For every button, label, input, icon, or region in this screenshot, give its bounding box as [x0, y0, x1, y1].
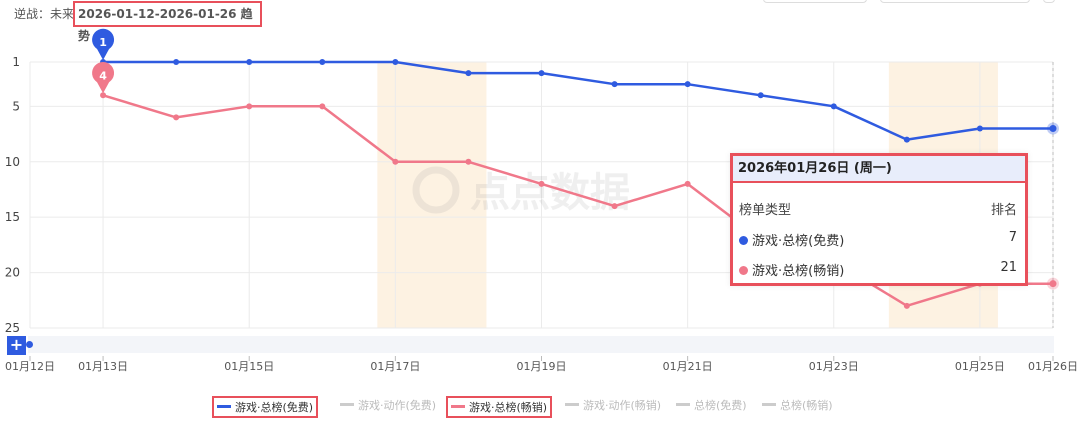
date-range-title: 2026-01-12-2026-01-26 趋势 [73, 1, 262, 43]
watermark-logo [412, 166, 460, 214]
tooltip-col-rank: 排名 [990, 203, 1017, 218]
pin-label: 1 [99, 36, 107, 49]
legend-item-free-overall[interactable]: 游戏·总榜(免费) [212, 396, 319, 418]
y-tick-label: 1 [12, 55, 20, 69]
data-point [465, 70, 472, 77]
watermark-text: 点点数据 [470, 170, 630, 216]
x-tick-label: 01月12日 [5, 360, 55, 373]
plus-icon[interactable]: + [7, 336, 26, 355]
x-tick-label: 01月17日 [370, 360, 420, 373]
y-tick-label: 5 [12, 99, 20, 113]
watermark: 点点数据 [412, 166, 630, 216]
legend-label: 总榜(畅销) [780, 399, 833, 412]
legend-label: 游戏·动作(畅销) [583, 399, 662, 412]
y-tick-label: 10 [5, 155, 20, 169]
pin-label: 4 [99, 69, 107, 82]
data-point [684, 81, 691, 88]
legend-item-free-action[interactable]: 游戏·动作(免费) [340, 396, 436, 418]
tooltip-row-name: 游戏·总榜(免费) [752, 234, 845, 249]
pin-shape [92, 28, 115, 60]
zoom-slider-handle[interactable] [26, 341, 33, 348]
legend-swatch [565, 403, 579, 406]
data-point [757, 92, 764, 99]
data-point [319, 59, 326, 65]
data-point [392, 59, 399, 65]
series-line [102, 94, 1053, 308]
tooltip-row: 游戏·总榜(畅销) 21 [739, 260, 1017, 279]
data-point [100, 92, 107, 99]
y-tick-label: 20 [5, 266, 20, 280]
y-tick-label: 25 [5, 321, 20, 335]
legend-swatch [340, 403, 354, 406]
series-dot-icon [739, 266, 748, 275]
data-point [684, 180, 691, 187]
data-point [392, 158, 399, 165]
data-point [173, 59, 180, 65]
legend-label: 游戏·动作(免费) [358, 399, 437, 412]
chart-header: 逆战：未来 2026-01-12-2026-01-26 趋势 [0, 0, 1078, 43]
tooltip-row-value: 21 [1000, 260, 1017, 275]
start-markers: 14 [92, 28, 115, 94]
data-point [830, 103, 837, 110]
legend-swatch [676, 403, 690, 406]
tooltip-col-type: 榜单类型 [739, 203, 792, 218]
legend-item-grossing-overall[interactable]: 游戏·总榜(畅销) [446, 396, 553, 418]
data-point [611, 81, 618, 88]
tooltip-title: 2026年01月26日 (周一) [731, 154, 1027, 183]
series-points [100, 59, 1059, 309]
series-lines [102, 60, 1053, 308]
x-tick-label: 01月23日 [809, 360, 859, 373]
legend-item-free-all[interactable]: 总榜(免费) [676, 396, 747, 418]
x-axis: 01月12日 01月13日 01月15日 01月17日 01月19日 01月21日 01月2… [5, 356, 1078, 373]
pin-shape [92, 62, 115, 94]
legend-label: 游戏·总榜(免费) [235, 401, 314, 414]
data-point [1049, 125, 1057, 132]
x-tick-label: 01月25日 [955, 360, 1005, 373]
y-tick-label: 15 [5, 210, 20, 224]
x-tick-label: 01月13日 [78, 360, 128, 373]
zoom-slider-track[interactable] [28, 336, 1054, 353]
tooltip-row-value: 7 [1008, 230, 1017, 245]
data-point [611, 203, 618, 210]
data-point [465, 158, 472, 165]
data-point [538, 180, 545, 187]
data-tooltip: 2026年01月26日 (周一) 榜单类型 排名 游戏·总榜(免费) 7 游戏·… [730, 153, 1028, 286]
data-point [319, 103, 326, 110]
legend-swatch [217, 405, 231, 408]
data-point [903, 302, 910, 309]
legend: 游戏·总榜(免费) 游戏·动作(免费) 游戏·总榜(畅销) 游戏·动作(畅销) … [0, 396, 1078, 420]
legend-label: 总榜(免费) [694, 399, 747, 412]
tooltip-row: 游戏·总榜(免费) 7 [739, 230, 1017, 249]
data-point [1049, 280, 1057, 288]
legend-item-grossing-action[interactable]: 游戏·动作(畅销) [565, 396, 661, 418]
legend-swatch [762, 403, 776, 406]
data-point [976, 125, 983, 132]
x-tick-label: 01月19日 [517, 360, 567, 373]
series-line [103, 60, 1053, 141]
legend-label: 游戏·总榜(畅销) [469, 401, 548, 414]
tooltip-row-name: 游戏·总榜(畅销) [752, 264, 845, 279]
x-tick-label: 01月21日 [663, 360, 713, 373]
pin-marker: 1 [92, 28, 115, 60]
data-point [903, 136, 910, 143]
app-name: 逆战：未来 [14, 7, 75, 21]
legend-item-grossing-all[interactable]: 总榜(畅销) [762, 396, 833, 418]
data-point [246, 103, 253, 110]
x-tick-label: 01月15日 [224, 360, 274, 373]
tooltip-header-row: 榜单类型 排名 [739, 199, 1017, 218]
legend-swatch [451, 405, 465, 408]
data-point [173, 114, 180, 121]
data-point [538, 70, 545, 77]
x-tick-label: 01月26日 [1028, 360, 1078, 373]
data-point [246, 59, 253, 65]
series-dot-icon [739, 236, 748, 245]
pin-marker: 4 [92, 62, 115, 94]
